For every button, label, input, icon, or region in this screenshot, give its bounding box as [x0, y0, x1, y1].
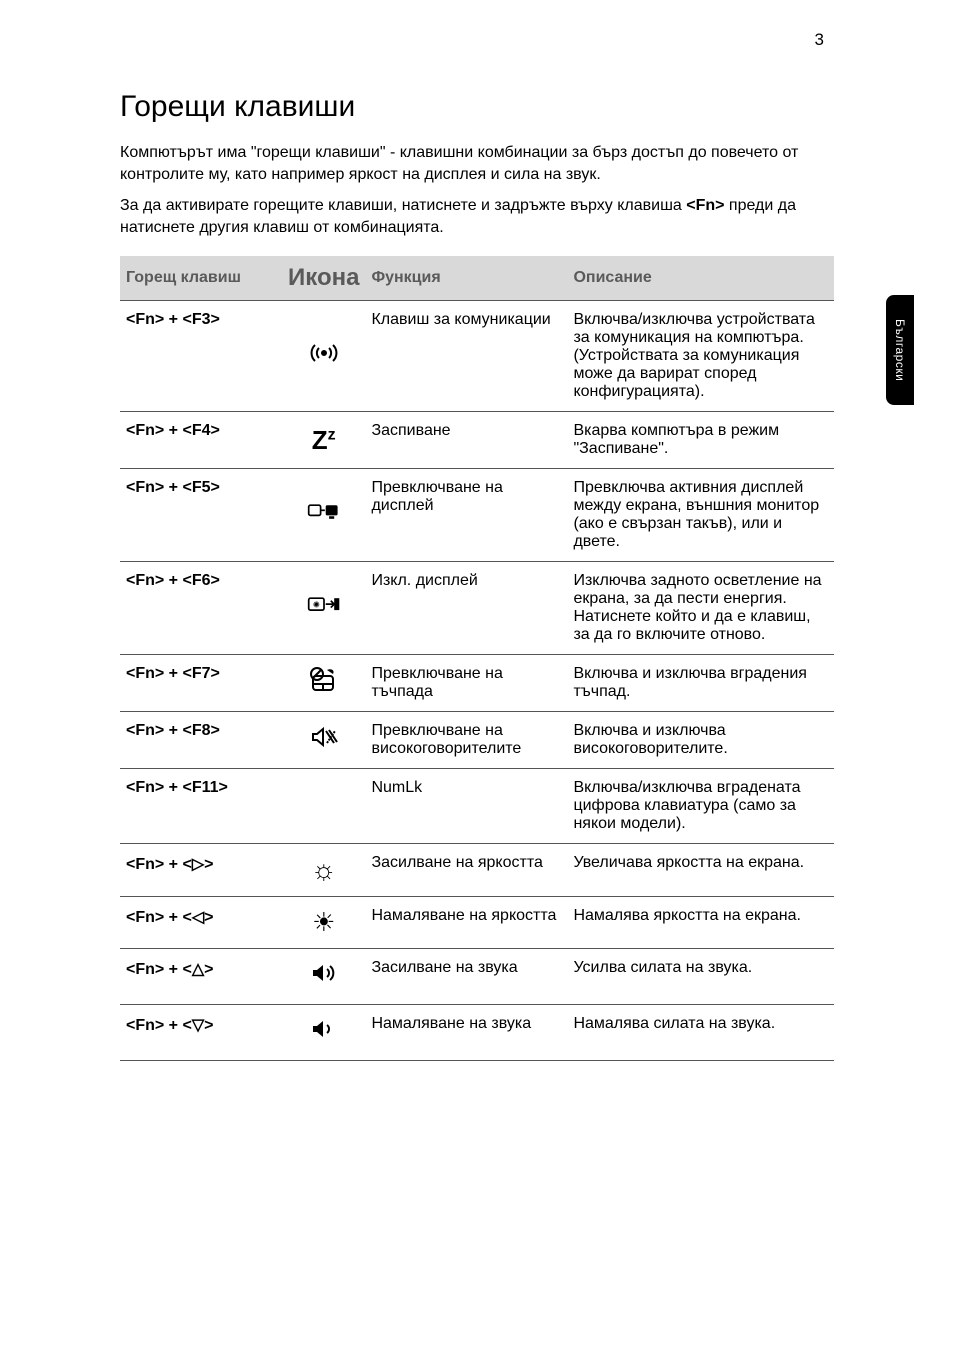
description-cell: Намалява силата на звука.	[567, 1005, 834, 1061]
table-row: <Fn> + <F6> ✺ Изкл. дисплей Изключва зад…	[120, 562, 834, 655]
description-cell: Вкарва компютъра в режим "Заспиване".	[567, 412, 834, 469]
description-cell: Включва/изключва устройствата за комуник…	[567, 301, 834, 412]
table-row: <Fn> + <F4> Zz Заспиване Вкарва компютър…	[120, 412, 834, 469]
hotkey-cell: <Fn> + <F11>	[120, 769, 282, 844]
hotkeys-table: Горещ клавиш Икона Функция Описание <Fn>…	[120, 256, 834, 1061]
hotkey-cell: <Fn> + <F7>	[120, 655, 282, 712]
icon-cell: ✺	[282, 562, 365, 655]
header-description: Описание	[567, 256, 834, 301]
brightness-up-icon: ☼	[311, 854, 337, 885]
function-cell: Превключване на тъчпада	[365, 655, 567, 712]
icon-cell	[282, 949, 365, 1005]
table-row: <Fn> + <△> Засилване на звука Усилва сил…	[120, 949, 834, 1005]
hotkey-cell: <Fn> + <△>	[120, 949, 282, 1005]
volume-up-icon	[307, 959, 341, 987]
function-cell: Клавиш за комуникации	[365, 301, 567, 412]
function-cell: Намаляване на звука	[365, 1005, 567, 1061]
icon-cell: ☀	[282, 897, 365, 949]
icon-cell: ☼	[282, 844, 365, 897]
hotkey-cell: <Fn> + <F5>	[120, 469, 282, 562]
intro-paragraph-1: Компютърът има "горещи клавиши" - клавиш…	[120, 142, 834, 185]
description-cell: Превключва активния дисплей между екрана…	[567, 469, 834, 562]
brightness-down-icon: ☀	[312, 907, 335, 937]
touchpad-icon	[307, 666, 341, 694]
function-cell: Превключване на дисплей	[365, 469, 567, 562]
table-row: <Fn> + <F7> Превключване на тъчпада Вклю…	[120, 655, 834, 712]
table-row: <Fn> + <▷> ☼ Засилване на яркостта Увели…	[120, 844, 834, 897]
speaker-mute-icon	[307, 723, 341, 751]
svg-text:✺: ✺	[313, 599, 321, 609]
function-cell: NumLk	[365, 769, 567, 844]
description-cell: Изключва задното осветление на екрана, з…	[567, 562, 834, 655]
page: 3 Български Горещи клавиши Компютърът им…	[0, 0, 954, 1369]
table-row: <Fn> + <F3> Клавиш за комуникации Включв…	[120, 301, 834, 412]
description-cell: Включва и изключва вградения тъчпад.	[567, 655, 834, 712]
display-off-icon: ✺	[307, 591, 341, 619]
function-cell: Засилване на звука	[365, 949, 567, 1005]
icon-cell	[282, 712, 365, 769]
function-cell: Засилване на яркостта	[365, 844, 567, 897]
description-cell: Включва/изключва вградената цифрова клав…	[567, 769, 834, 844]
hotkey-cell: <Fn> + <▽>	[120, 1005, 282, 1061]
hotkey-cell: <Fn> + <F8>	[120, 712, 282, 769]
hotkey-cell: <Fn> + <F3>	[120, 301, 282, 412]
table-row: <Fn> + <◁> ☀ Намаляване на яркостта Нама…	[120, 897, 834, 949]
table-row: <Fn> + <▽> Намаляване на звука Намалява …	[120, 1005, 834, 1061]
icon-cell	[282, 1005, 365, 1061]
header-hotkey: Горещ клавиш	[120, 256, 282, 301]
description-cell: Усилва силата на звука.	[567, 949, 834, 1005]
table-row: <Fn> + <F8> Превключване на високоговори…	[120, 712, 834, 769]
icon-cell	[282, 301, 365, 412]
intro-bold: <Fn>	[686, 197, 724, 214]
function-cell: Заспиване	[365, 412, 567, 469]
icon-cell	[282, 655, 365, 712]
language-tab: Български	[886, 295, 914, 405]
table-body: <Fn> + <F3> Клавиш за комуникации Включв…	[120, 301, 834, 1061]
page-number: 3	[815, 30, 824, 50]
header-function: Функция	[365, 256, 567, 301]
hotkey-cell: <Fn> + <F4>	[120, 412, 282, 469]
description-cell: Увеличава яркостта на екрана.	[567, 844, 834, 897]
comm-icon	[307, 339, 341, 367]
intro-paragraph-2: За да активирате горещите клавиши, натис…	[120, 195, 834, 238]
display-switch-icon	[307, 498, 341, 526]
table-row: <Fn> + <F11> NumLk Включва/изключва вгра…	[120, 769, 834, 844]
icon-cell	[282, 469, 365, 562]
volume-down-icon	[307, 1015, 341, 1043]
sleep-icon: Zz	[312, 425, 336, 455]
icon-cell	[282, 769, 365, 844]
table-row: <Fn> + <F5> Превключване на дисплей Прев…	[120, 469, 834, 562]
hotkey-cell: <Fn> + <F6>	[120, 562, 282, 655]
description-cell: Намалява яркостта на екрана.	[567, 897, 834, 949]
hotkey-cell: <Fn> + <◁>	[120, 897, 282, 949]
function-cell: Превключване на високоговорителите	[365, 712, 567, 769]
description-cell: Включва и изключва високоговорителите.	[567, 712, 834, 769]
hotkey-cell: <Fn> + <▷>	[120, 844, 282, 897]
function-cell: Изкл. дисплей	[365, 562, 567, 655]
intro-2-pre: За да активирате горещите клавиши, натис…	[120, 197, 686, 214]
table-header-row: Горещ клавиш Икона Функция Описание	[120, 256, 834, 301]
page-title: Горещи клавиши	[120, 90, 834, 124]
icon-cell: Zz	[282, 412, 365, 469]
function-cell: Намаляване на яркостта	[365, 897, 567, 949]
header-icon: Икона	[282, 256, 365, 301]
